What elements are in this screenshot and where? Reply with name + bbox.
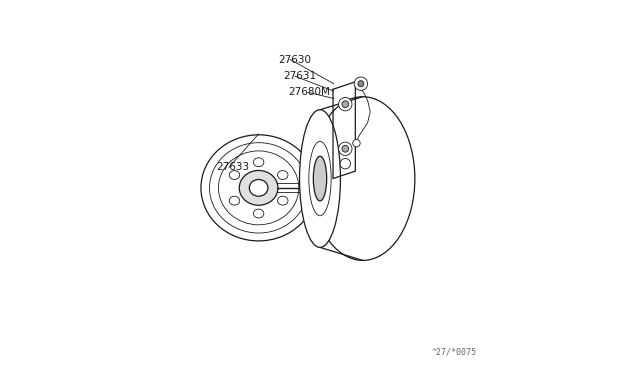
Ellipse shape: [353, 140, 360, 147]
Ellipse shape: [354, 77, 367, 90]
Ellipse shape: [300, 110, 340, 247]
Ellipse shape: [339, 142, 352, 155]
Ellipse shape: [310, 97, 415, 260]
Text: 27631: 27631: [283, 71, 316, 81]
Ellipse shape: [339, 97, 352, 111]
Ellipse shape: [253, 158, 264, 167]
Ellipse shape: [309, 141, 331, 216]
Ellipse shape: [239, 170, 278, 205]
Text: 27680M: 27680M: [289, 87, 330, 97]
Ellipse shape: [342, 101, 349, 108]
Text: 27630: 27630: [278, 55, 311, 64]
Ellipse shape: [278, 196, 288, 205]
Ellipse shape: [253, 209, 264, 218]
Ellipse shape: [250, 179, 268, 196]
Ellipse shape: [201, 135, 316, 241]
Text: ^27/*0075: ^27/*0075: [431, 347, 476, 356]
Ellipse shape: [314, 156, 326, 201]
Ellipse shape: [278, 171, 288, 179]
Ellipse shape: [229, 196, 239, 205]
Ellipse shape: [218, 151, 299, 225]
Ellipse shape: [340, 158, 351, 169]
Ellipse shape: [229, 171, 239, 179]
Ellipse shape: [342, 145, 349, 152]
Ellipse shape: [209, 143, 308, 233]
Text: 27633: 27633: [216, 163, 250, 172]
Ellipse shape: [358, 81, 364, 87]
